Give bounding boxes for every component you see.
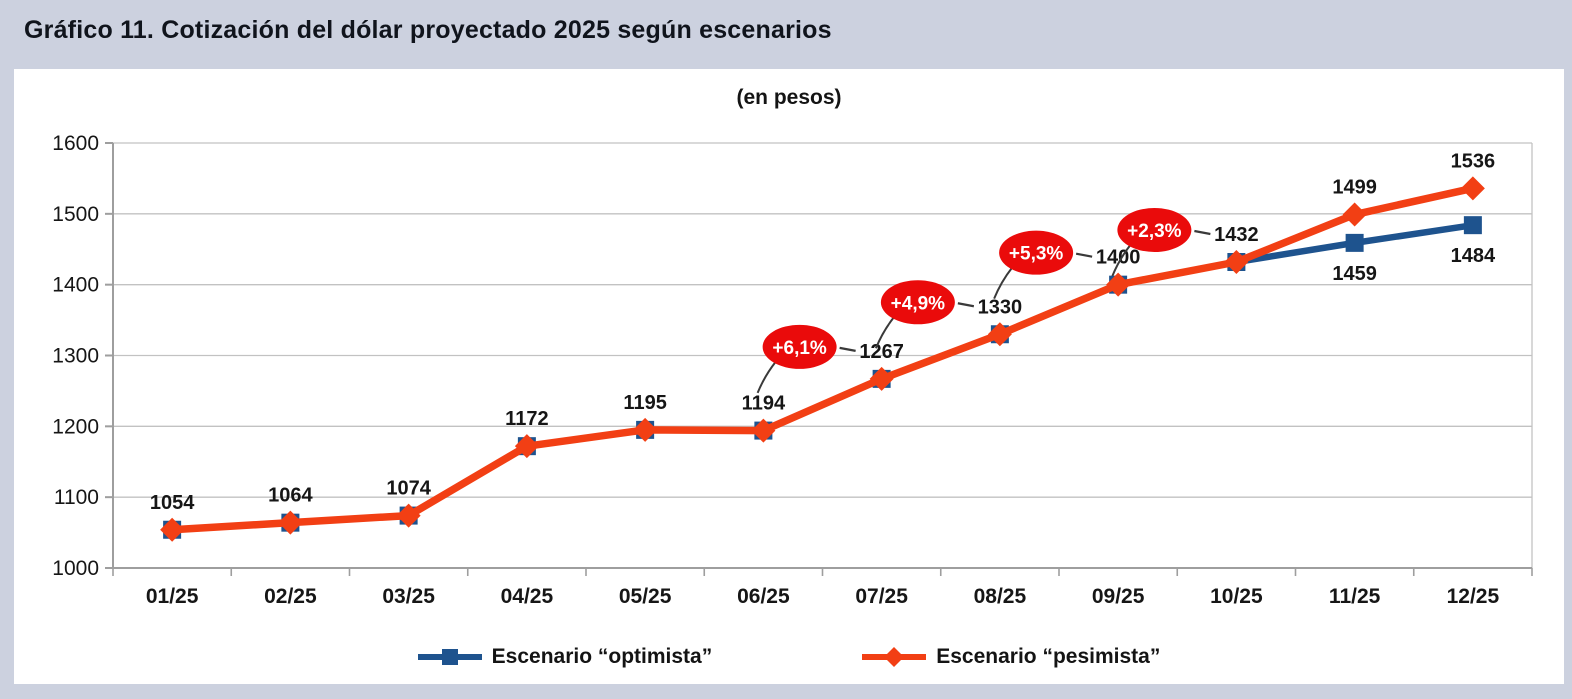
svg-text:+4,9%: +4,9% [891,293,946,314]
svg-text:1195: 1195 [623,392,666,414]
x-axis-labels: 01/25 02/25 03/25 04/25 05/25 06/25 07/25 08/25… [112,568,1533,608]
legend-marker-pesimista-icon [862,647,927,667]
svg-text:1330: 1330 [978,296,1023,318]
svg-text:+6,1%: +6,1% [772,338,827,359]
svg-text:07/25: 07/25 [855,585,908,608]
svg-text:01/25: 01/25 [146,585,199,608]
svg-text:1432: 1432 [1214,224,1259,246]
chart-panel: (en pesos) Escenario “optimista” Escenar… [14,69,1564,684]
svg-text:09/25: 09/25 [1092,585,1145,608]
svg-text:1400: 1400 [52,274,99,297]
svg-text:1054: 1054 [150,492,195,514]
svg-text:1484: 1484 [1451,245,1496,267]
chart-legend: Escenario “optimista” Escenario “pesimis… [14,645,1564,669]
svg-text:05/25: 05/25 [619,585,672,608]
svg-text:+2,3%: +2,3% [1127,221,1182,242]
legend-label-pesimista: Escenario “pesimista” [936,645,1161,668]
svg-text:1499: 1499 [1332,177,1377,199]
svg-text:1500: 1500 [52,203,99,226]
legend-item-optimista: Escenario “optimista” [417,645,713,669]
svg-text:1600: 1600 [52,132,99,155]
svg-text:1074: 1074 [386,478,431,500]
svg-text:1400: 1400 [1096,247,1141,269]
data-labels: 1054 1064 1074 1172 1195 1194 1267 1330 1400 1432… [150,150,1496,513]
svg-text:1172: 1172 [505,408,548,430]
gridlines [113,142,1533,568]
svg-text:10/25: 10/25 [1210,585,1263,608]
y-axis-labels: 1000 1100 1200 1300 1400 1500 1600 [52,132,113,580]
legend-label-optimista: Escenario “optimista” [491,645,713,668]
series-optimista [163,216,1482,539]
svg-text:1194: 1194 [742,393,786,415]
svg-text:1536: 1536 [1451,150,1496,172]
svg-text:1300: 1300 [52,345,99,368]
legend-marker-optimista-icon [417,649,482,665]
svg-text:1064: 1064 [268,485,313,507]
svg-text:04/25: 04/25 [501,585,554,608]
svg-text:+5,3%: +5,3% [1009,244,1064,265]
chart-caption: Gráfico 11. Cotización del dólar proyect… [24,16,832,44]
legend-item-pesimista: Escenario “pesimista” [862,645,1160,669]
svg-text:1000: 1000 [52,557,99,580]
svg-text:06/25: 06/25 [737,585,790,608]
series-pesimista [160,176,1485,542]
svg-text:03/25: 03/25 [382,585,435,608]
svg-text:11/25: 11/25 [1329,585,1381,608]
svg-text:1459: 1459 [1332,263,1377,285]
svg-text:1200: 1200 [52,415,99,438]
svg-text:02/25: 02/25 [264,585,317,608]
svg-text:1267: 1267 [859,341,904,363]
svg-text:08/25: 08/25 [974,585,1027,608]
svg-text:12/25: 12/25 [1447,585,1500,608]
chart-subtitle: (en pesos) [736,86,842,109]
annotation-badges: +6,1% +4,9% +5,3% +2,3% [756,208,1211,394]
svg-text:1100: 1100 [54,486,99,509]
